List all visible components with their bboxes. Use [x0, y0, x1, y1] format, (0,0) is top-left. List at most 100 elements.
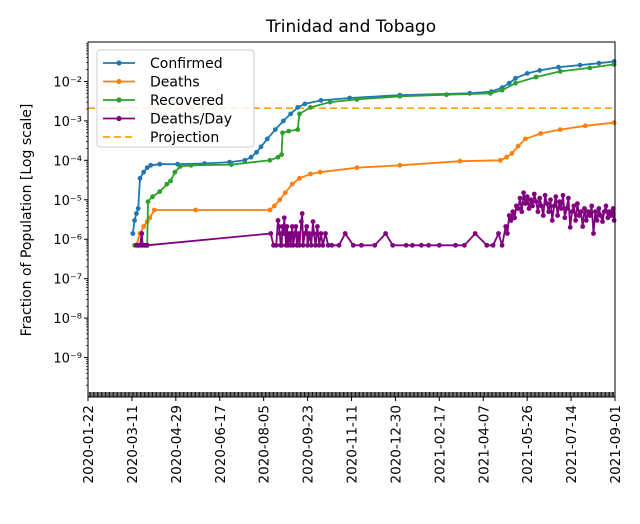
data-point [571, 203, 577, 209]
data-point [316, 242, 322, 248]
x-tick-label: 2020-04-29 [169, 405, 185, 483]
data-point [288, 111, 293, 117]
data-point [578, 209, 584, 215]
data-point [299, 211, 305, 216]
data-point [300, 242, 306, 248]
data-point [535, 209, 541, 215]
legend-item: Deaths [103, 75, 200, 91]
data-point [323, 231, 328, 236]
x-tick-label: 2021-05-26 [520, 405, 536, 483]
legend-item: Projection [103, 130, 219, 146]
data-point [139, 231, 145, 236]
data-point [537, 195, 543, 201]
data-point [135, 206, 141, 211]
data-point [248, 154, 254, 160]
data-point [484, 242, 490, 248]
data-point [566, 195, 571, 201]
y-tick-label: 10⁻⁷ [53, 273, 82, 288]
data-point [397, 93, 403, 99]
data-point [295, 105, 301, 110]
data-point [549, 218, 555, 223]
data-point [282, 231, 288, 236]
data-point [573, 218, 578, 223]
data-point [596, 60, 602, 66]
data-point [336, 242, 342, 248]
data-point [600, 219, 605, 225]
data-point [610, 206, 616, 211]
data-point [277, 231, 283, 236]
data-point [510, 209, 516, 215]
data-point [587, 65, 593, 71]
data-point [410, 242, 415, 248]
data-point [289, 181, 295, 187]
y-tick-label: 10⁻⁴ [53, 154, 82, 169]
data-point [279, 152, 284, 158]
data-point [426, 242, 431, 248]
data-point [397, 162, 403, 168]
data-point [144, 242, 150, 248]
y-tick-label: 10⁻⁶ [53, 233, 82, 248]
data-point [591, 231, 596, 236]
data-point [315, 224, 320, 229]
data-point [533, 199, 539, 205]
data-point [284, 224, 290, 229]
data-point [130, 231, 136, 236]
data-point [419, 242, 424, 248]
data-point [557, 199, 562, 205]
x-tick-label: 2020-09-23 [301, 405, 317, 483]
legend-label: Recovered [150, 93, 224, 109]
data-point [528, 197, 534, 203]
x-tick-label: 2020-12-30 [388, 405, 404, 483]
data-point [302, 101, 308, 107]
data-point [457, 158, 463, 164]
legend-marker [116, 115, 122, 122]
data-point [444, 92, 449, 98]
y-tick-label: 10⁻⁹ [53, 352, 82, 367]
data-point [193, 207, 199, 213]
data-point [546, 209, 552, 215]
data-point [318, 231, 324, 236]
data-point [273, 242, 279, 248]
data-point [354, 97, 360, 102]
data-point [531, 191, 537, 197]
legend-marker [116, 78, 122, 85]
data-point [267, 207, 273, 213]
data-point [611, 218, 617, 223]
data-point [329, 242, 335, 248]
data-point [505, 231, 510, 236]
data-point [242, 157, 248, 163]
data-point [275, 218, 281, 223]
data-point [512, 215, 517, 221]
data-point [517, 195, 523, 201]
data-point [577, 62, 583, 68]
data-point [544, 201, 550, 207]
data-point [542, 192, 548, 198]
data-point [524, 194, 530, 200]
data-point [582, 206, 587, 211]
data-point [275, 154, 281, 160]
data-point [229, 162, 234, 168]
data-point [509, 151, 515, 156]
data-point [296, 231, 301, 236]
series-recovered [132, 62, 617, 248]
data-point [601, 209, 607, 215]
x-tick-label: 2020-01-22 [81, 405, 97, 483]
data-point [279, 242, 284, 248]
legend-item: Confirmed [103, 56, 223, 72]
data-point [587, 213, 593, 218]
data-point [436, 242, 442, 248]
data-point [538, 131, 543, 136]
data-point [515, 206, 521, 211]
data-point [268, 231, 274, 236]
data-point [564, 206, 569, 211]
data-point [515, 143, 521, 149]
data-point [558, 206, 564, 211]
data-point [589, 203, 595, 209]
data-point [523, 201, 528, 207]
data-point [607, 209, 612, 215]
y-axis: 10⁻⁹ 10⁻⁸ 10⁻⁷ 10⁻⁶ 10⁻⁵ 10⁻⁴ 10⁻³ 10⁻² [53, 43, 88, 386]
data-point [557, 127, 563, 132]
data-point [311, 231, 317, 236]
data-point [157, 189, 163, 195]
data-point [540, 213, 546, 218]
